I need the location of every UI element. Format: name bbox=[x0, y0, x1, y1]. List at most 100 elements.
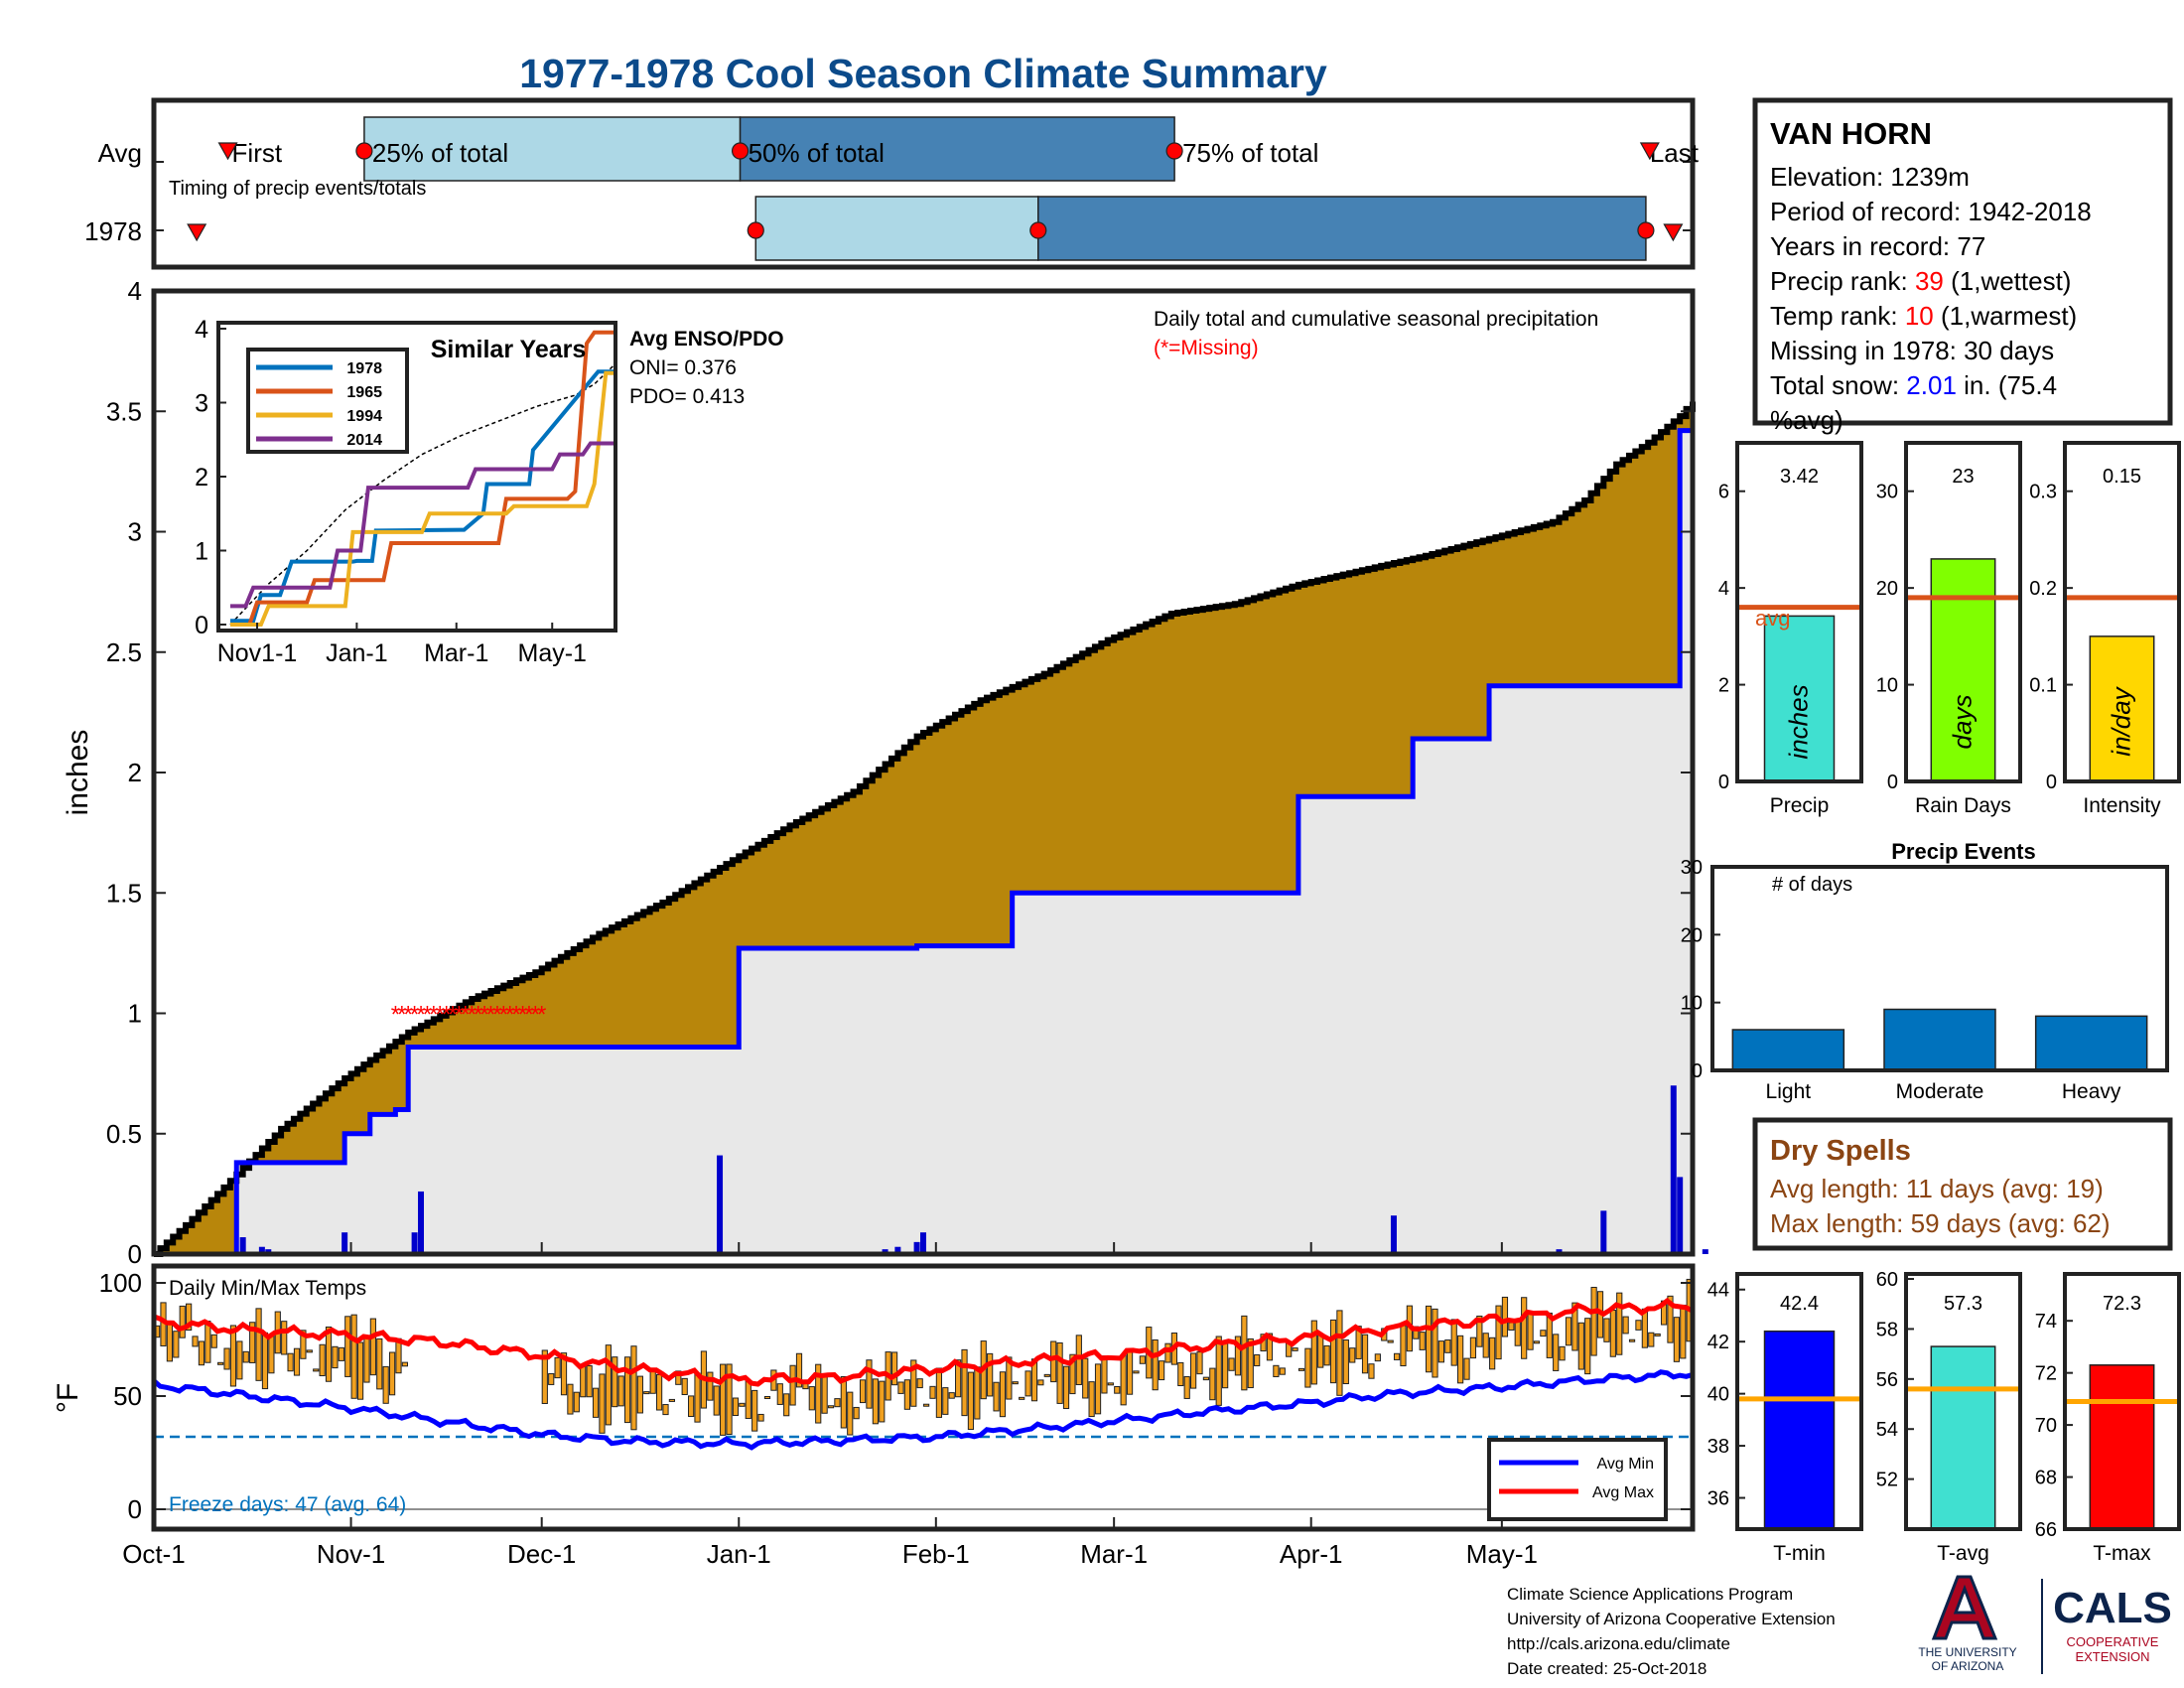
daily-temp-bar bbox=[586, 1364, 593, 1398]
daily-temp-bar bbox=[281, 1321, 288, 1355]
date-x-ticks: Oct-1 Nov-1 Dec-1 Jan-1 Feb-1 Mar-1 Apr-1 May-1 bbox=[122, 1242, 1538, 1569]
daily-temp-bar bbox=[1349, 1347, 1356, 1363]
daily-temp-bar bbox=[1139, 1355, 1146, 1364]
daily-temp-bar bbox=[1329, 1319, 1337, 1384]
station-years: Years in record: 77 bbox=[1770, 231, 1985, 261]
tmin-bar bbox=[1763, 1330, 1836, 1530]
avg-p50-marker bbox=[731, 142, 750, 160]
daily-temp-bar bbox=[694, 1372, 701, 1423]
intensity-x-label: Intensity bbox=[2083, 794, 2161, 817]
daily-temp-bar bbox=[332, 1345, 339, 1369]
dry-spells-avg: Avg length: 11 days (avg: 19) bbox=[1770, 1174, 2104, 1203]
inset-x-tick-label: May-1 bbox=[518, 639, 587, 667]
daily-temp-bar bbox=[592, 1387, 600, 1418]
daily-temp-bar bbox=[955, 1359, 962, 1398]
daily-temp-bar bbox=[1190, 1352, 1197, 1389]
tmin-tick-label: 36 bbox=[1707, 1488, 1729, 1510]
precip-plot-area: ************************ bbox=[154, 401, 1708, 1257]
intensity-bar bbox=[2089, 635, 2155, 782]
dry-spells-box: Dry Spells Avg length: 11 days (avg: 19)… bbox=[1752, 1117, 2173, 1251]
avg-min-legend-label: Avg Min bbox=[1596, 1456, 1654, 1473]
events-bar-moderate bbox=[1883, 1008, 1996, 1071]
missing-day-marker: * bbox=[492, 1002, 501, 1029]
events-x-label: Heavy bbox=[2062, 1080, 2121, 1103]
daily-temp-bar bbox=[1075, 1335, 1082, 1386]
missing-day-marker: * bbox=[397, 1002, 406, 1029]
daily-temp-bar bbox=[1521, 1297, 1528, 1359]
missing-day-marker: * bbox=[479, 1002, 488, 1029]
daily-temp-bar bbox=[1432, 1308, 1438, 1378]
intensity-unit-label: in/day bbox=[2107, 685, 2136, 756]
daily-temp-bar bbox=[236, 1340, 243, 1380]
daily-temp-bar bbox=[974, 1366, 981, 1420]
daily-temp-bar bbox=[1450, 1319, 1457, 1366]
tmin-tick-label: 38 bbox=[1707, 1436, 1729, 1458]
daily-temp-bar bbox=[1393, 1352, 1401, 1360]
daily-temp-bar bbox=[1425, 1305, 1433, 1373]
precip-y-ticks: 0 0.5 1 1.5 2 2.5 3 3.5 4 bbox=[106, 276, 1693, 1269]
daily-temp-bar bbox=[1400, 1325, 1407, 1367]
daily-temp-bar bbox=[1241, 1315, 1248, 1391]
cals-coop-1: COOPERATIVE bbox=[2067, 1634, 2159, 1649]
daily-temp-bar bbox=[872, 1378, 879, 1425]
daily-temp-bar bbox=[1514, 1320, 1521, 1346]
precip-y-tick-label: 2.5 bbox=[106, 637, 142, 667]
inset-legend-label: 2014 bbox=[346, 432, 382, 449]
daily-precip-bar bbox=[239, 1237, 246, 1254]
daily-temp-bar bbox=[879, 1380, 886, 1423]
inset-title: Similar Years bbox=[431, 336, 587, 363]
inset-y-tick-label: 0 bbox=[195, 612, 208, 639]
temp-plot-area bbox=[152, 1278, 1695, 1451]
missing-day-marker: * bbox=[518, 1002, 527, 1029]
daily-temp-bar bbox=[630, 1345, 637, 1431]
station-precip-rank: Precip rank: 39 (1,wettest) bbox=[1770, 266, 2071, 296]
daily-temp-bar bbox=[205, 1321, 211, 1363]
raindays-x-label: Rain Days bbox=[1915, 794, 2011, 817]
daily-temp-bar bbox=[859, 1379, 867, 1404]
raindays-tick-label: 0 bbox=[1887, 772, 1898, 793]
missing-day-marker: * bbox=[391, 1002, 400, 1029]
raindays-tick-label: 20 bbox=[1876, 578, 1898, 600]
temp-legend-box bbox=[1487, 1438, 1668, 1521]
events-y-tick-label: 0 bbox=[1692, 1060, 1703, 1082]
daily-temp-bar bbox=[1667, 1295, 1674, 1343]
daily-precip-bar bbox=[1702, 1249, 1708, 1254]
daily-temp-bar bbox=[223, 1347, 230, 1370]
daily-temp-bar bbox=[319, 1343, 326, 1377]
daily-temp-bar bbox=[198, 1340, 205, 1366]
missing-day-marker: * bbox=[448, 1002, 457, 1029]
events-y-tick-label: 20 bbox=[1681, 924, 1703, 946]
daily-temp-bar bbox=[1565, 1317, 1572, 1346]
daily-temp-bar bbox=[795, 1352, 803, 1388]
timing-caption: Timing of precip events/totals bbox=[169, 178, 426, 200]
raindays-panel-frame bbox=[1904, 441, 2022, 783]
inset-series-2014-line bbox=[230, 441, 614, 609]
daily-temp-bar bbox=[623, 1356, 631, 1424]
precip-y-tick-label: 0.5 bbox=[106, 1119, 142, 1149]
daily-temp-bar bbox=[1183, 1375, 1190, 1399]
daily-temp-bar bbox=[249, 1322, 256, 1363]
daily-temp-bar bbox=[681, 1377, 688, 1395]
daily-temp-bar bbox=[688, 1395, 695, 1418]
tavg-tick-label: 54 bbox=[1876, 1419, 1898, 1441]
precip-y-tick-label: 1 bbox=[128, 999, 142, 1029]
intensity-tick-label: 0.1 bbox=[2029, 675, 2057, 697]
daily-temp-bar bbox=[821, 1373, 828, 1414]
daily-temp-bar bbox=[268, 1335, 275, 1374]
raindays-tick-label: 30 bbox=[1876, 482, 1898, 503]
daily-temp-bar bbox=[1673, 1317, 1680, 1362]
avg-q2-bar bbox=[739, 116, 1175, 182]
daily-temp-bar bbox=[834, 1398, 841, 1408]
daily-temp-bar bbox=[1209, 1367, 1216, 1401]
daily-temp-bar bbox=[1336, 1310, 1343, 1396]
daily-temp-bar bbox=[1050, 1340, 1057, 1383]
tmax-value: 72.3 bbox=[2103, 1293, 2141, 1315]
daily-temp-bar bbox=[808, 1386, 815, 1411]
events-sublabel: # of days bbox=[1772, 874, 1852, 896]
timing-p50-label: 50% of total bbox=[749, 138, 885, 168]
daily-temp-bar bbox=[1622, 1316, 1629, 1335]
station-name: VAN HORN bbox=[1770, 116, 1932, 151]
daily-temp-bar bbox=[338, 1346, 344, 1361]
inset-series-1965-line bbox=[230, 330, 614, 627]
precip-y-tick-label: 3 bbox=[128, 517, 142, 547]
